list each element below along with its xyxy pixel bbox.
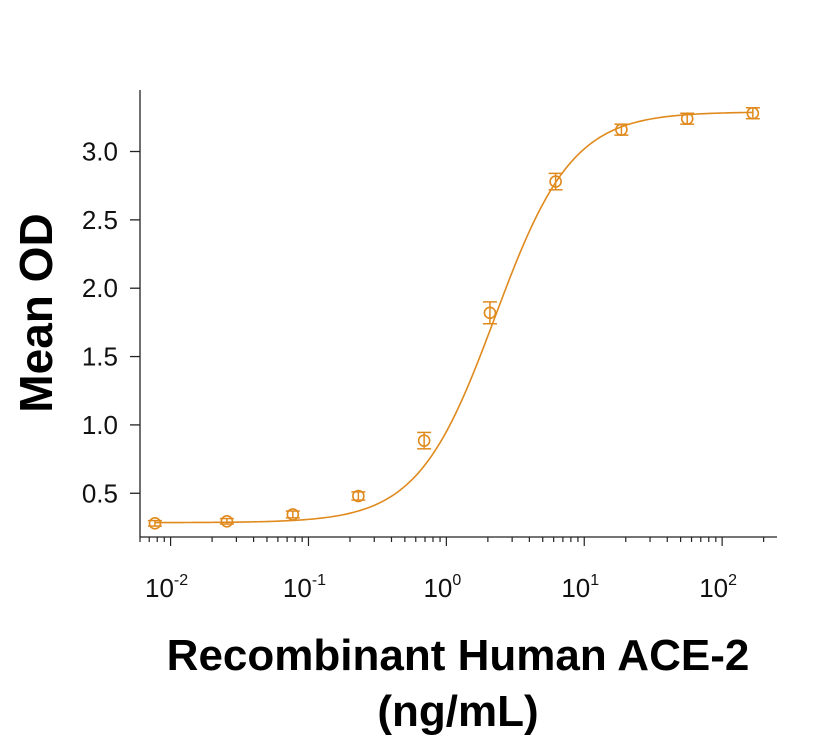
x-tick-label: 101 (561, 572, 599, 603)
point-marker (483, 306, 497, 320)
data-points-layer (147, 106, 760, 530)
data-point (548, 172, 563, 191)
x-tick-label: 102 (699, 572, 737, 603)
point-marker (417, 434, 431, 447)
data-point (219, 514, 234, 528)
y-tick-label: 1.0 (82, 410, 118, 440)
point-marker (746, 106, 760, 120)
data-point (745, 106, 760, 120)
point-marker (352, 489, 365, 503)
x-axis-title-line2: (ng/mL) (377, 687, 538, 736)
data-point (482, 301, 497, 325)
data-point (680, 112, 695, 126)
data-point (285, 508, 300, 521)
x-tick-label: 10-2 (145, 572, 188, 603)
data-point (147, 517, 162, 530)
point-marker (615, 123, 628, 136)
y-tick-label: 2.0 (82, 273, 118, 303)
fit-curve (154, 111, 753, 524)
y-axis-title: Mean OD (10, 213, 62, 412)
x-axis-title-line1: Recombinant Human ACE-2 (167, 631, 750, 680)
x-tick-label: 10-1 (283, 572, 326, 603)
y-axis: 0.5 1.0 1.5 2.0 2.5 3.0 (82, 90, 141, 537)
y-tick-label: 3.0 (82, 137, 118, 167)
y-tick-label: 1.5 (82, 342, 118, 372)
fit-curve-layer (154, 111, 753, 524)
x-tick-label: 100 (423, 572, 461, 603)
point-marker (549, 175, 562, 188)
point-marker (680, 112, 694, 126)
data-point (351, 489, 366, 503)
data-point (417, 431, 432, 450)
point-marker (148, 517, 162, 530)
y-tick-label: 2.5 (82, 205, 118, 235)
point-marker (220, 514, 234, 528)
data-point (614, 123, 629, 136)
x-axis: 10-2 10-1 100 101 102 (139, 536, 777, 603)
point-marker (286, 508, 300, 521)
y-tick-label: 0.5 (82, 478, 118, 508)
